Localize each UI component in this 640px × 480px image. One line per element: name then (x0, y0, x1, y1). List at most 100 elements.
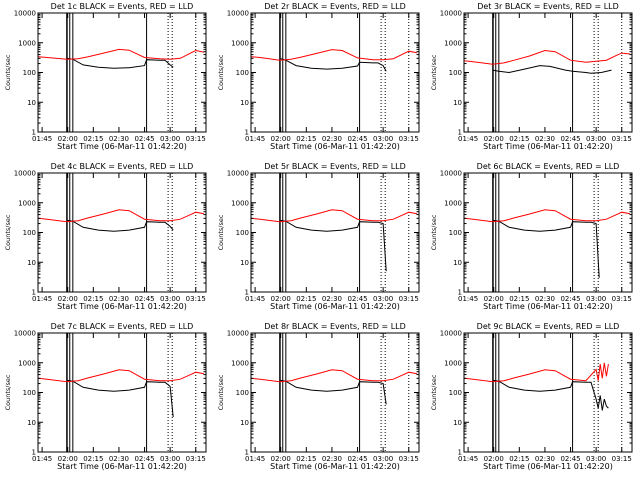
x-tick-label: 02:00 (271, 455, 291, 463)
plot-frame (37, 12, 207, 133)
y-tick-label: 100 (236, 389, 249, 397)
x-tick-label: 02:45 (134, 135, 154, 143)
y-tick-label: 100 (449, 229, 462, 237)
lld-line (37, 209, 205, 223)
x-tick-label: 03:00 (586, 295, 606, 303)
events-line (66, 57, 174, 69)
y-axis-label: Counts/sec (430, 54, 438, 90)
y-tick-label: 10 (240, 259, 249, 267)
panel-9: Det 9c BLACK = Events, RED = LLD 1 10 100 10… (430, 322, 633, 471)
y-tick-label: 1000 (444, 199, 462, 207)
x-axis-label: Start Time (06-Mar-11 01:42:20) (57, 302, 187, 311)
y-tick-label: 1 (32, 289, 36, 297)
x-tick-label: 02:00 (484, 295, 504, 303)
x-axis-label: Start Time (06-Mar-11 01:42:20) (483, 462, 613, 471)
x-tick-label: 02:45 (134, 295, 154, 303)
events-line (492, 379, 609, 411)
y-tick-label: 1 (32, 449, 36, 457)
x-tick-label: 03:00 (373, 295, 393, 303)
y-axis-label: Counts/sec (430, 214, 438, 250)
x-tick-label: 03:00 (160, 455, 180, 463)
y-axis-label: Counts/sec (217, 214, 225, 250)
y-tick-label: 1 (458, 289, 462, 297)
x-tick-label: 02:00 (58, 295, 78, 303)
panel-title: Det 3r BLACK = Events, RED = LLD (477, 2, 619, 11)
x-tick-label: 02:30 (322, 135, 342, 143)
lld-line (37, 369, 205, 383)
y-axis-label: Counts/sec (4, 54, 12, 90)
y-tick-label: 1 (32, 129, 36, 137)
y-tick-label: 1 (245, 129, 249, 137)
x-tick-label: 03:15 (612, 295, 632, 303)
x-tick-label: 03:00 (160, 295, 180, 303)
x-tick-label: 02:30 (109, 455, 129, 463)
lld-line (463, 209, 631, 223)
y-tick-label: 10 (27, 419, 36, 427)
y-axis-label: Counts/sec (217, 374, 225, 410)
x-tick-label: 03:15 (399, 455, 419, 463)
x-axis-label: Start Time (06-Mar-11 01:42:20) (270, 302, 400, 311)
x-tick-label: 03:00 (373, 455, 393, 463)
y-tick-label: 100 (449, 389, 462, 397)
panel-title: Det 9c BLACK = Events, RED = LLD (477, 322, 620, 331)
plot-frame (250, 332, 420, 453)
panel-title: Det 6c BLACK = Events, RED = LLD (477, 162, 620, 171)
y-tick-label: 1 (245, 449, 249, 457)
events-line (492, 219, 600, 278)
events-line (279, 219, 387, 272)
y-axis-label: Counts/sec (430, 374, 438, 410)
y-tick-label: 10000 (440, 10, 462, 18)
x-axis-label: Start Time (06-Mar-11 01:42:20) (483, 302, 613, 311)
x-tick-label: 02:15 (509, 135, 529, 143)
x-tick-label: 02:15 (83, 455, 103, 463)
x-axis-label: Start Time (06-Mar-11 01:42:20) (270, 142, 400, 151)
x-tick-label: 02:30 (535, 295, 555, 303)
panel-5: Det 5r BLACK = Events, RED = LLD 1 10 100 10… (217, 162, 420, 311)
x-axis-label: Start Time (06-Mar-11 01:42:20) (483, 142, 613, 151)
y-tick-label: 10000 (440, 170, 462, 178)
y-tick-label: 1000 (18, 199, 36, 207)
x-tick-label: 03:15 (186, 135, 206, 143)
x-tick-label: 02:45 (134, 455, 154, 463)
y-tick-label: 100 (23, 69, 36, 77)
x-tick-label: 02:45 (347, 455, 367, 463)
x-tick-label: 02:30 (109, 135, 129, 143)
events-line (66, 379, 174, 418)
x-tick-label: 03:00 (586, 455, 606, 463)
x-tick-label: 03:00 (586, 135, 606, 143)
plot-frame (463, 172, 633, 293)
x-tick-label: 03:15 (186, 295, 206, 303)
plot-frame (250, 12, 420, 133)
y-tick-label: 100 (236, 69, 249, 77)
y-tick-label: 10000 (440, 330, 462, 338)
y-tick-label: 10 (240, 99, 249, 107)
lld-line (250, 209, 418, 223)
x-tick-label: 02:15 (509, 295, 529, 303)
y-tick-label: 100 (23, 389, 36, 397)
panel-title: Det 1c BLACK = Events, RED = LLD (51, 2, 194, 11)
panel-title: Det 4c BLACK = Events, RED = LLD (51, 162, 194, 171)
panel-4: Det 4c BLACK = Events, RED = LLD 1 10 100 10… (4, 162, 207, 311)
panel-2: Det 2r BLACK = Events, RED = LLD 1 10 100 10… (217, 2, 420, 151)
y-tick-label: 1000 (444, 359, 462, 367)
x-tick-label: 02:45 (347, 295, 367, 303)
y-axis-label: Counts/sec (4, 374, 12, 410)
x-tick-label: 02:15 (83, 135, 103, 143)
panel-title: Det 2r BLACK = Events, RED = LLD (264, 2, 406, 11)
x-tick-label: 03:00 (160, 135, 180, 143)
x-tick-label: 03:00 (373, 135, 393, 143)
lld-line (250, 369, 418, 383)
y-tick-label: 10 (453, 99, 462, 107)
x-tick-label: 01:45 (245, 455, 265, 463)
y-tick-label: 1000 (231, 39, 249, 47)
events-line (279, 57, 387, 72)
events-line (279, 379, 387, 405)
y-tick-label: 1 (458, 129, 462, 137)
x-tick-label: 02:00 (58, 135, 78, 143)
lld-line (463, 49, 631, 65)
panel-3: Det 3r BLACK = Events, RED = LLD 1 10 100 10… (430, 2, 633, 151)
panel-7: Det 7c BLACK = Events, RED = LLD 1 10 100 10… (4, 322, 207, 471)
y-tick-label: 1000 (231, 199, 249, 207)
x-tick-label: 03:15 (399, 135, 419, 143)
y-tick-label: 10000 (14, 10, 36, 18)
